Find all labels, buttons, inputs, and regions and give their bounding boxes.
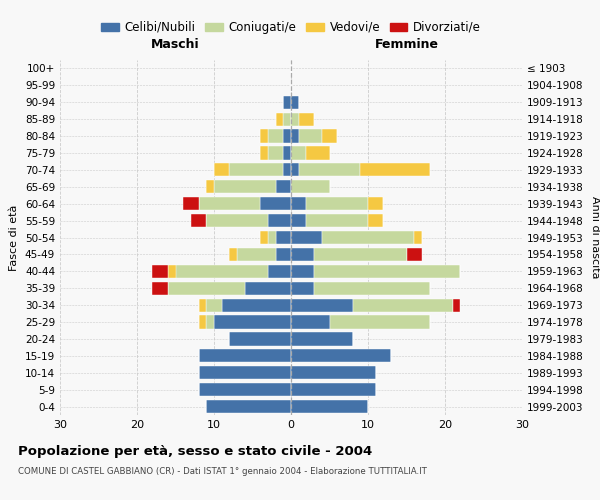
Bar	[291, 180, 329, 194]
Bar	[360, 164, 430, 176]
Bar	[275, 180, 291, 194]
Bar	[229, 248, 237, 261]
Bar	[199, 366, 291, 380]
Bar	[283, 130, 291, 142]
Bar	[368, 214, 383, 227]
Bar	[268, 231, 275, 244]
Bar	[291, 164, 299, 176]
Bar	[260, 197, 291, 210]
Bar	[407, 248, 422, 261]
Bar	[275, 112, 283, 126]
Bar	[199, 298, 206, 312]
Bar	[299, 130, 322, 142]
Bar	[268, 214, 291, 227]
Bar	[168, 282, 245, 295]
Bar	[314, 264, 460, 278]
Bar	[214, 316, 291, 328]
Bar	[175, 264, 268, 278]
Bar	[291, 231, 322, 244]
Bar	[291, 366, 376, 380]
Bar	[291, 298, 353, 312]
Bar	[414, 231, 422, 244]
Bar	[260, 130, 268, 142]
Bar	[307, 146, 329, 160]
Bar	[199, 316, 206, 328]
Bar	[275, 248, 291, 261]
Bar	[368, 197, 383, 210]
Bar	[291, 214, 307, 227]
Bar	[283, 146, 291, 160]
Bar	[168, 264, 176, 278]
Bar	[299, 164, 360, 176]
Bar	[206, 298, 222, 312]
Bar	[314, 248, 407, 261]
Bar	[291, 400, 368, 413]
Bar	[299, 112, 314, 126]
Bar	[291, 248, 314, 261]
Bar	[291, 282, 314, 295]
Bar	[283, 96, 291, 109]
Bar	[291, 332, 353, 345]
Bar	[275, 231, 291, 244]
Bar	[183, 197, 199, 210]
Bar	[291, 112, 299, 126]
Bar	[229, 332, 291, 345]
Bar	[152, 282, 168, 295]
Bar	[214, 164, 229, 176]
Bar	[353, 298, 453, 312]
Y-axis label: Anni di nascita: Anni di nascita	[590, 196, 600, 279]
Bar	[291, 96, 299, 109]
Bar	[283, 164, 291, 176]
Bar	[199, 349, 291, 362]
Bar	[291, 197, 307, 210]
Bar	[268, 146, 283, 160]
Bar	[268, 264, 291, 278]
Text: COMUNE DI CASTEL GABBIANO (CR) - Dati ISTAT 1° gennaio 2004 - Elaborazione TUTTI: COMUNE DI CASTEL GABBIANO (CR) - Dati IS…	[18, 468, 427, 476]
Bar	[206, 180, 214, 194]
Legend: Celibi/Nubili, Coniugati/e, Vedovi/e, Divorziati/e: Celibi/Nubili, Coniugati/e, Vedovi/e, Di…	[96, 16, 486, 38]
Bar	[283, 112, 291, 126]
Bar	[191, 214, 206, 227]
Bar	[206, 400, 291, 413]
Bar	[214, 180, 275, 194]
Text: Femmine: Femmine	[374, 38, 439, 51]
Bar	[237, 248, 275, 261]
Y-axis label: Fasce di età: Fasce di età	[10, 204, 19, 270]
Bar	[329, 316, 430, 328]
Bar	[453, 298, 460, 312]
Bar	[245, 282, 291, 295]
Bar	[199, 197, 260, 210]
Bar	[291, 146, 307, 160]
Bar	[322, 231, 414, 244]
Bar	[291, 349, 391, 362]
Bar	[260, 231, 268, 244]
Text: Maschi: Maschi	[151, 38, 200, 51]
Bar	[314, 282, 430, 295]
Bar	[291, 130, 299, 142]
Bar	[322, 130, 337, 142]
Bar	[260, 146, 268, 160]
Bar	[291, 383, 376, 396]
Bar	[291, 316, 329, 328]
Bar	[229, 164, 283, 176]
Text: Popolazione per età, sesso e stato civile - 2004: Popolazione per età, sesso e stato civil…	[18, 445, 372, 458]
Bar	[307, 197, 368, 210]
Bar	[206, 316, 214, 328]
Bar	[199, 383, 291, 396]
Bar	[152, 264, 168, 278]
Bar	[268, 130, 283, 142]
Bar	[307, 214, 368, 227]
Bar	[291, 264, 314, 278]
Bar	[206, 214, 268, 227]
Bar	[222, 298, 291, 312]
